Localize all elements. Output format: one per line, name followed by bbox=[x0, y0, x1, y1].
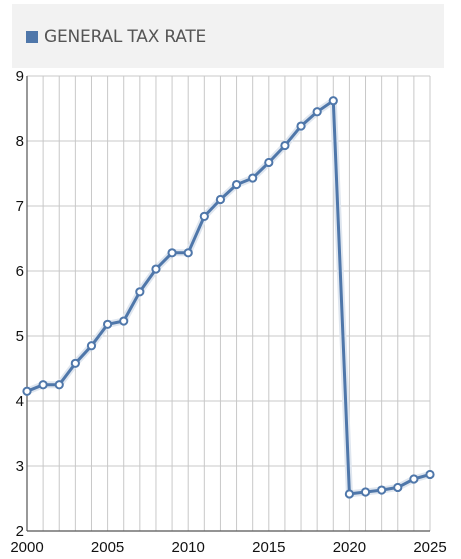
x-tick-label: 2010 bbox=[172, 539, 205, 556]
data-point bbox=[409, 474, 419, 484]
data-point bbox=[344, 489, 354, 499]
legend: GENERAL TAX RATE bbox=[12, 4, 444, 68]
data-point bbox=[151, 264, 161, 274]
data-point bbox=[425, 469, 435, 480]
y-tick-label: 6 bbox=[16, 263, 24, 280]
data-point bbox=[54, 380, 64, 390]
data-point bbox=[199, 211, 209, 221]
x-tick-label: 2015 bbox=[252, 539, 285, 556]
y-tick-label: 3 bbox=[16, 458, 24, 475]
data-point bbox=[248, 173, 258, 183]
data-point bbox=[377, 485, 387, 495]
y-tick-label: 2 bbox=[16, 523, 24, 540]
data-point bbox=[393, 482, 403, 493]
y-tick-label: 4 bbox=[16, 393, 24, 410]
data-point bbox=[135, 287, 145, 297]
y-tick-label: 7 bbox=[16, 198, 24, 215]
data-point bbox=[231, 179, 242, 190]
legend-swatch bbox=[26, 31, 38, 43]
y-tick-label: 9 bbox=[16, 68, 24, 85]
data-point bbox=[215, 194, 226, 205]
data-point bbox=[86, 341, 97, 351]
data-point bbox=[103, 319, 113, 329]
series-line-halo bbox=[23, 97, 434, 498]
x-tick-label: 2000 bbox=[10, 539, 43, 556]
data-point bbox=[22, 386, 32, 396]
data-point bbox=[119, 316, 129, 326]
data-point bbox=[312, 107, 322, 117]
data-point bbox=[280, 140, 290, 151]
x-tick-label: 2005 bbox=[91, 539, 124, 556]
x-tick-label: 2020 bbox=[333, 539, 366, 556]
y-tick-label: 5 bbox=[16, 328, 24, 345]
series-line bbox=[25, 99, 432, 496]
data-point bbox=[264, 157, 274, 168]
x-tick-label: 2025 bbox=[413, 539, 446, 556]
y-tick-label: 8 bbox=[16, 133, 24, 150]
data-point bbox=[167, 248, 177, 258]
data-point bbox=[296, 121, 306, 131]
legend-label: GENERAL TAX RATE bbox=[44, 27, 207, 47]
data-point bbox=[328, 96, 338, 106]
data-point bbox=[360, 487, 371, 497]
data-point bbox=[70, 358, 80, 368]
data-point bbox=[38, 380, 48, 390]
data-point bbox=[183, 248, 193, 258]
